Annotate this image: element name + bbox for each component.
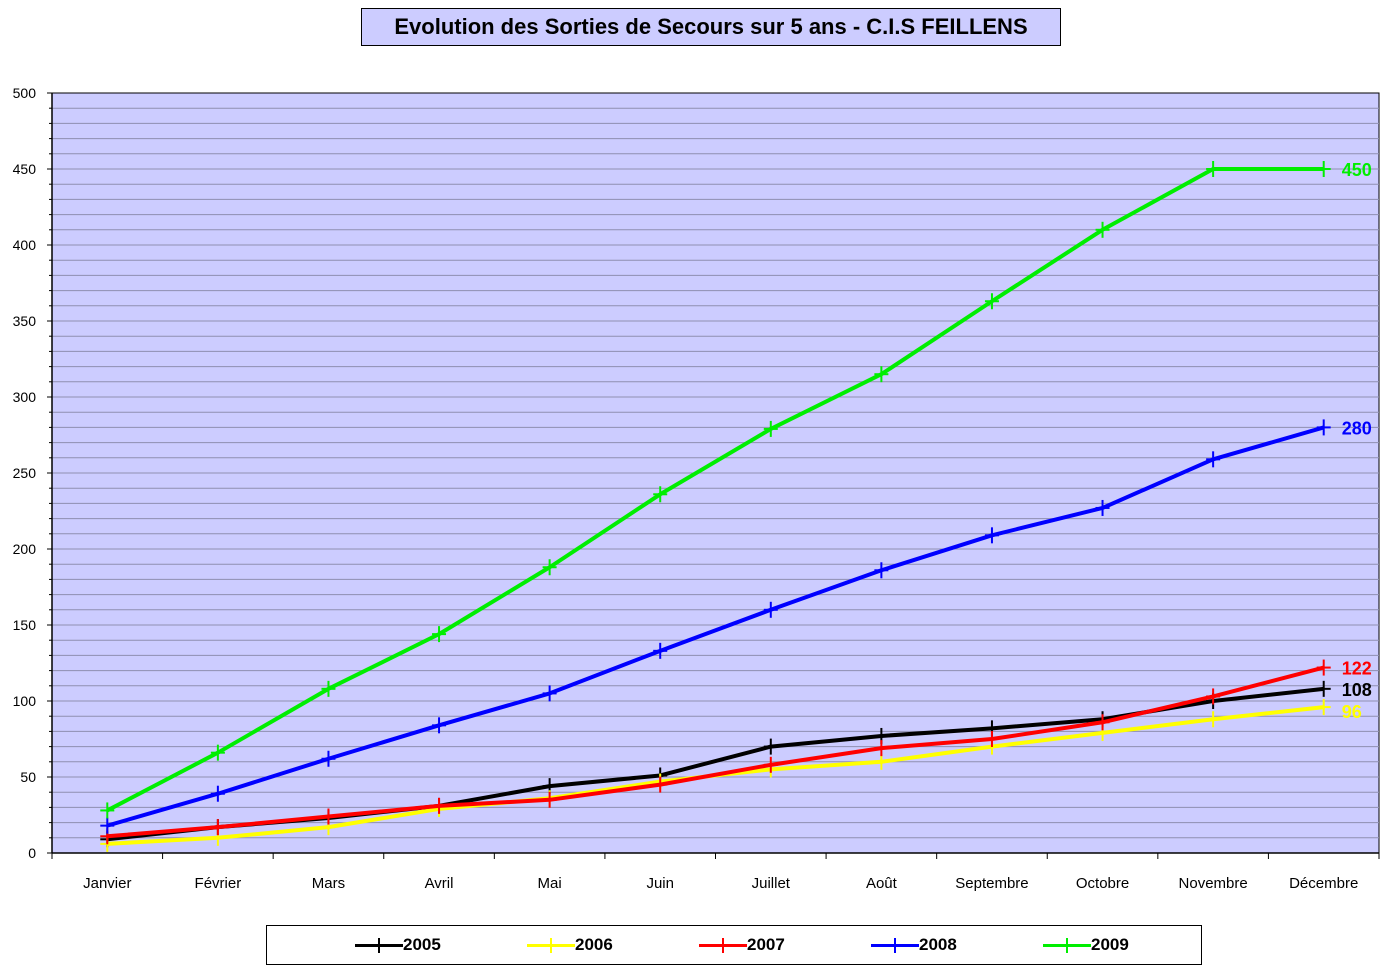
- y-tick-label: 500: [13, 85, 37, 101]
- legend-label: 2006: [575, 935, 613, 954]
- x-tick-label: Octobre: [1076, 875, 1129, 892]
- legend-label: 2008: [919, 935, 957, 954]
- legend: 2005 2006 2007 2008 2009: [266, 925, 1202, 965]
- series-line-2007: [107, 665, 1325, 839]
- x-tick-label: Mai: [538, 875, 562, 892]
- y-tick-label: 400: [13, 237, 37, 253]
- x-tick-label: Avril: [425, 875, 454, 892]
- x-tick-label: Septembre: [955, 875, 1028, 892]
- x-tick-label: Août: [866, 875, 898, 892]
- y-tick-label: 0: [28, 845, 36, 861]
- legend-label: 2005: [403, 935, 441, 954]
- series-2008: [100, 419, 1331, 834]
- end-value-label: 280: [1342, 418, 1372, 438]
- y-tick-label: 450: [13, 161, 37, 177]
- end-value-label: 122: [1342, 659, 1372, 679]
- legend-swatch: [699, 938, 747, 953]
- end-value-label: 96: [1342, 702, 1362, 722]
- chart-title: Evolution des Sorties de Secours sur 5 a…: [361, 8, 1061, 46]
- y-tick-label: 350: [13, 313, 37, 329]
- legend-label: 2007: [747, 935, 785, 954]
- y-tick-label: 50: [20, 769, 36, 785]
- legend-label: 2009: [1091, 935, 1129, 954]
- x-tick-label: Décembre: [1289, 875, 1358, 892]
- x-tick-label: Novembre: [1179, 875, 1248, 892]
- end-value-label: 108: [1342, 680, 1372, 700]
- y-tick-label: 250: [13, 465, 37, 481]
- y-tick-label: 200: [13, 541, 37, 557]
- legend-swatch: [355, 938, 403, 953]
- x-tick-label: Janvier: [83, 875, 131, 892]
- y-tick-label: 300: [13, 389, 37, 405]
- series-2007: [100, 659, 1331, 845]
- y-tick-label: 100: [13, 693, 37, 709]
- end-value-label: 450: [1342, 160, 1372, 180]
- x-tick-label: Mars: [312, 875, 345, 892]
- series-line-2008: [106, 425, 1325, 828]
- legend-swatch: [1043, 938, 1091, 953]
- series-2009: [100, 161, 1331, 819]
- x-tick-label: Juin: [646, 875, 674, 892]
- series-lines: [100, 161, 1331, 852]
- legend-swatch: [871, 938, 919, 953]
- y-tick-label: 150: [13, 617, 37, 633]
- x-tick-label: Juillet: [752, 875, 791, 892]
- axes: 0 50 100 150 200 250 300 350 400 450 500 Janvier Fév…: [13, 85, 1380, 892]
- x-tick-label: Février: [195, 875, 242, 892]
- gridlines: [52, 107, 1379, 839]
- series-line-2009: [106, 167, 1324, 813]
- legend-swatch: [527, 938, 575, 953]
